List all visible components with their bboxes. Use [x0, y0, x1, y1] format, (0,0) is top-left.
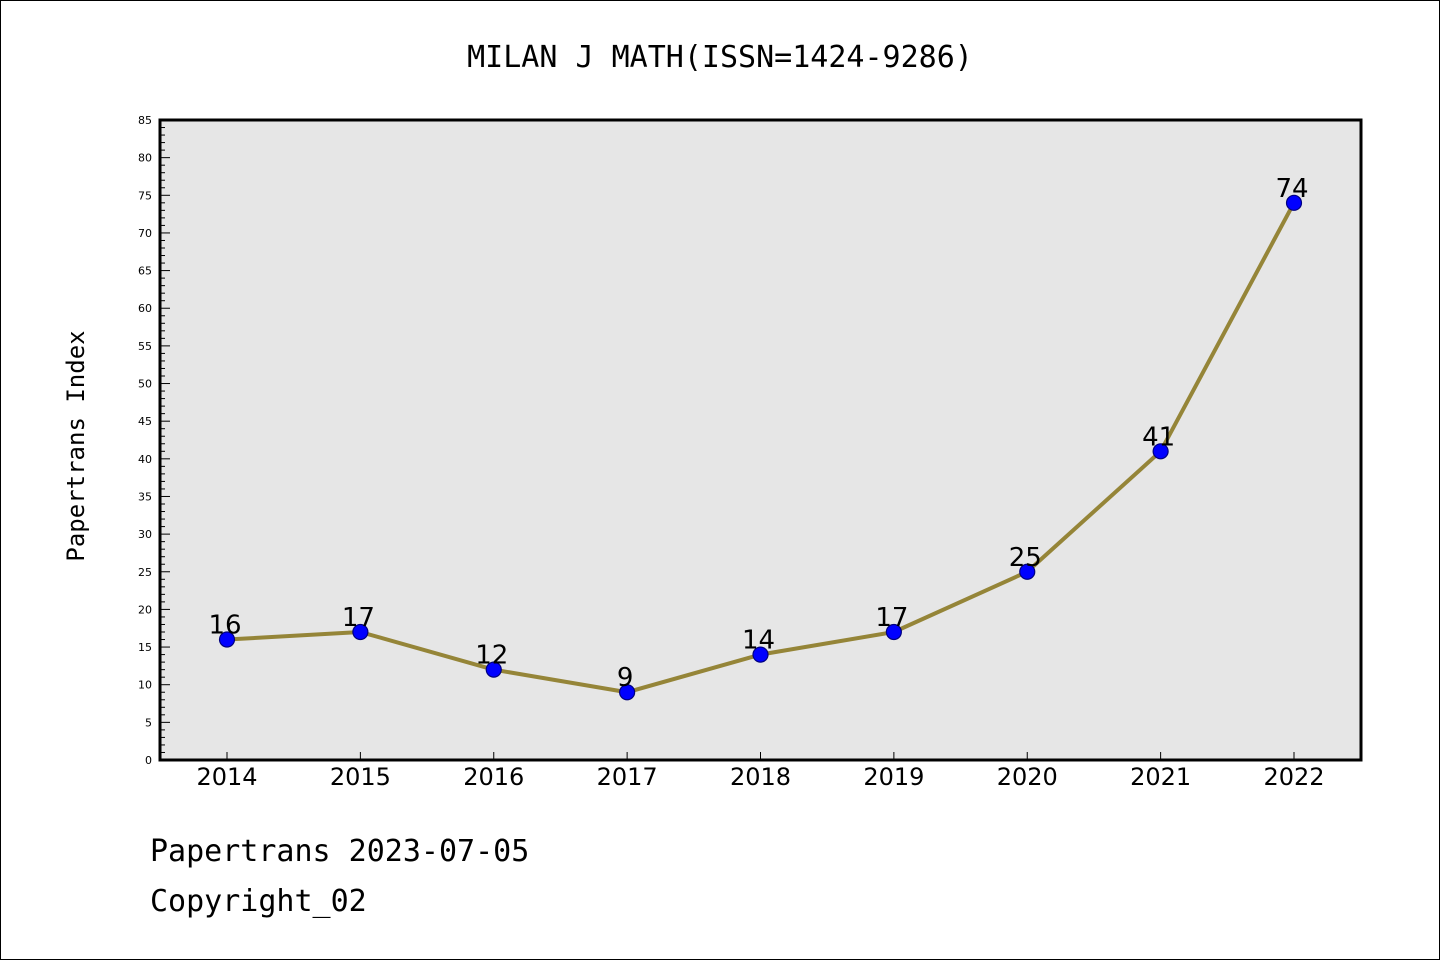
data-label: 17 [875, 603, 908, 633]
data-point [1285, 194, 1303, 211]
x-tick-label: 2016 [463, 763, 524, 791]
y-tick-label: 65 [138, 265, 152, 278]
y-tick-label: 80 [138, 152, 152, 165]
data-point [485, 661, 502, 678]
x-tick-label: 2020 [997, 763, 1058, 791]
y-tick-label: 15 [138, 641, 152, 654]
y-tick-label: 5 [145, 716, 152, 729]
y-tick-label: 75 [138, 189, 152, 202]
y-tick-label: 40 [138, 453, 152, 466]
labels-layer: 16 17 12 9 14 17 25 41 74 [208, 174, 1308, 693]
y-tick-label: 45 [138, 415, 152, 428]
data-point [885, 623, 902, 641]
plot-area [158, 118, 1363, 762]
footer-date: Papertrans 2023-07-05 [150, 834, 530, 869]
y-tick-label: 55 [138, 340, 152, 353]
data-label: 17 [342, 603, 375, 633]
data-point [352, 623, 369, 641]
x-axis: 2014 2015 2016 2017 2018 2019 2020 2021 2022 [196, 752, 1325, 791]
y-tick-label: 25 [138, 566, 152, 579]
y-tick-label: 10 [138, 679, 152, 692]
y-tick-label: 20 [138, 603, 152, 616]
data-point [1152, 443, 1169, 460]
data-label: 9 [617, 663, 634, 693]
y-tick-label: 50 [138, 378, 152, 391]
y-axis: 0 5 10 15 20 25 30 35 40 45 50 55 60 65 70 75 80 85 [138, 114, 170, 767]
x-tick-label: 2015 [330, 763, 391, 791]
footer-copyright: Copyright_02 [150, 884, 367, 919]
y-tick-label: 60 [138, 302, 152, 315]
y-tick-label: 70 [138, 227, 152, 240]
x-tick-label: 2022 [1263, 763, 1324, 791]
data-label: 74 [1275, 174, 1308, 204]
y-axis-label: Papertrans Index [62, 330, 90, 561]
x-tick-label: 2018 [730, 763, 791, 791]
data-label: 12 [475, 641, 508, 671]
x-tick-label: 2019 [863, 763, 924, 791]
data-point [752, 646, 769, 663]
data-point [1019, 563, 1036, 580]
data-label: 41 [1142, 422, 1175, 452]
data-label: 16 [208, 611, 241, 641]
x-tick-label: 2014 [196, 763, 257, 791]
y-tick-label: 35 [138, 490, 152, 503]
x-tick-label: 2017 [597, 763, 658, 791]
chart-title: MILAN J MATH(ISSN=1424-9286) [467, 40, 973, 75]
data-label: 14 [742, 626, 775, 656]
data-label: 25 [1009, 543, 1042, 573]
y-tick-label: 85 [138, 114, 152, 127]
x-tick-label: 2021 [1130, 763, 1191, 791]
y-tick-label: 30 [138, 528, 152, 541]
data-point [218, 631, 236, 648]
data-point [619, 684, 636, 701]
markers-layer [218, 194, 1303, 701]
y-tick-label: 0 [145, 754, 152, 767]
